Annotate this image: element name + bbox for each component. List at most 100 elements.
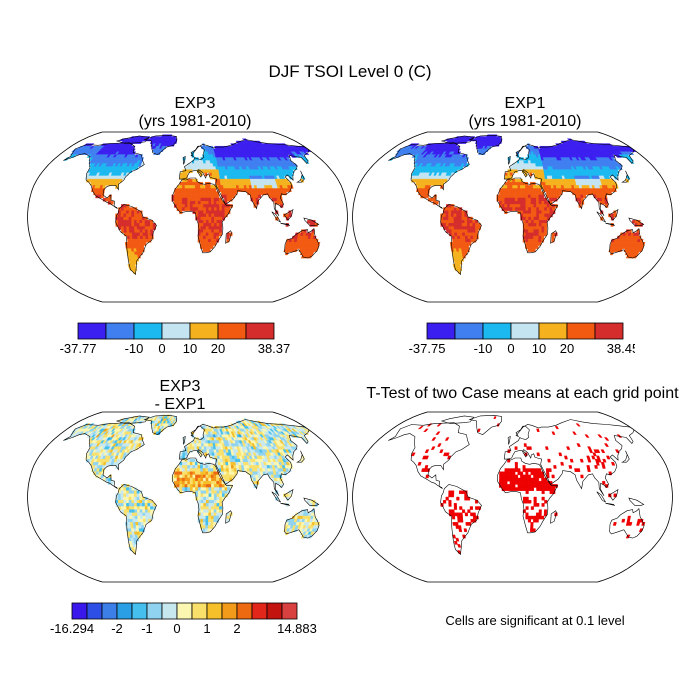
grid-cell [134, 503, 138, 507]
grid-cell [509, 191, 513, 196]
grid-cell [637, 223, 641, 227]
grid-cell [203, 484, 207, 488]
grid-cell [541, 223, 545, 227]
grid-cell [216, 229, 220, 234]
grid-cell [126, 207, 130, 211]
grid-cell [189, 197, 194, 202]
grid-cell [147, 219, 151, 224]
grid-cell [501, 194, 505, 199]
grid-cell [522, 204, 527, 208]
grid-cell [197, 487, 202, 491]
grid-cell [288, 213, 292, 218]
grid-cell [213, 188, 217, 192]
grid-cell [448, 219, 452, 224]
grid-cell [182, 471, 186, 476]
grid-cell [210, 465, 214, 469]
grid-cell [556, 194, 561, 199]
grid-cell [197, 480, 201, 485]
grid-cell [530, 238, 534, 243]
grid-cell [176, 197, 180, 202]
grid-cell [123, 216, 127, 221]
grid-cell [525, 238, 529, 243]
grid-cell [467, 235, 471, 240]
grid-cell [613, 213, 617, 218]
grid-cell [289, 169, 295, 173]
grid-cell [203, 223, 207, 227]
grid-cell [133, 216, 138, 221]
grid-cell [187, 185, 191, 189]
grid-cell [210, 512, 215, 517]
grid-cell [176, 468, 181, 472]
grid-cell [538, 238, 542, 243]
grid-cell [210, 197, 215, 202]
grid-cell [203, 496, 207, 501]
grid-cell [535, 185, 539, 189]
grid-cell [462, 235, 466, 240]
grid-cell [450, 172, 455, 177]
grid-cell [131, 512, 136, 517]
grid-cell [536, 226, 540, 230]
map-exp1 [352, 131, 673, 303]
grid-cell [475, 229, 479, 234]
grid-cell [504, 185, 508, 189]
grid-cell [192, 188, 196, 192]
grid-cell [213, 200, 217, 205]
grid-cell [213, 496, 218, 501]
grid-cell [211, 223, 215, 227]
grid-cell [191, 166, 195, 170]
grid-cell [150, 506, 154, 510]
grid-cell [218, 480, 223, 485]
grid-cell [213, 204, 217, 208]
grid-cell [541, 229, 545, 234]
grid-cell [136, 216, 140, 221]
grid-cell [208, 204, 212, 208]
grid-cell [213, 191, 217, 196]
grid-cell [458, 219, 463, 224]
grid-cell [182, 185, 186, 189]
grid-cell [208, 216, 212, 221]
coastline [115, 204, 157, 276]
grid-cell [200, 223, 204, 227]
grid-cell [208, 490, 212, 495]
grid-cell [194, 163, 198, 167]
grid-cell [205, 219, 210, 224]
grid-cell [533, 232, 537, 237]
grid-cell [179, 487, 183, 491]
grid-cell [203, 210, 207, 215]
grid-cell [538, 194, 542, 199]
grid-cell [226, 235, 230, 240]
grid-cell [118, 178, 123, 183]
grid-cell [459, 229, 463, 234]
grid-cell [192, 197, 196, 202]
grid-cell [435, 200, 439, 205]
grid-cell [136, 210, 140, 215]
grid-cell [509, 188, 513, 192]
grid-cell [211, 490, 215, 495]
grid-cell [134, 509, 138, 514]
grid-cell [125, 499, 130, 504]
grid-cell [200, 506, 204, 510]
grid-cell [226, 191, 230, 196]
grid-cell [464, 229, 468, 234]
grid-cell [614, 169, 620, 173]
grid-cell [533, 194, 537, 199]
grid-cell [202, 194, 207, 199]
grid-cell [533, 226, 537, 230]
grid-cell [189, 471, 193, 476]
grid-cell [541, 210, 545, 215]
grid-cell [527, 194, 532, 199]
grid-cell [205, 210, 210, 215]
grid-cell [224, 477, 228, 482]
grid-cell [512, 197, 516, 202]
grid-cell [171, 474, 175, 479]
grid-cell [200, 468, 204, 472]
grid-cell [448, 226, 452, 230]
grid-cell [525, 226, 529, 230]
grid-cell [213, 238, 217, 243]
grid-cell [176, 191, 180, 196]
grid-cell [302, 151, 310, 155]
grid-cell [519, 185, 524, 189]
grid-cell [284, 251, 290, 256]
grid-cell [203, 219, 207, 224]
grid-cell [179, 480, 183, 485]
